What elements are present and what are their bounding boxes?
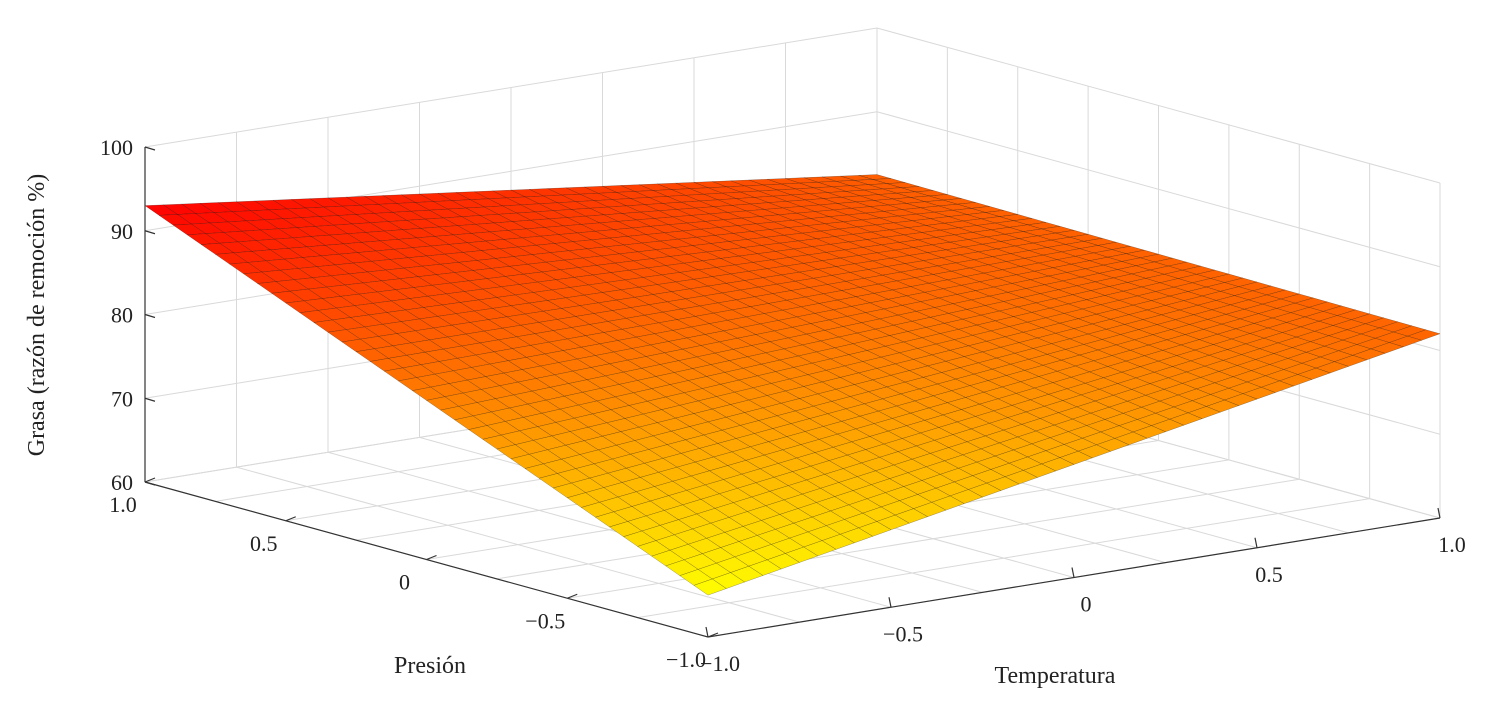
x-tick-label: 0.5 — [1255, 562, 1283, 587]
axes — [144, 146, 1441, 638]
y-tick — [707, 632, 719, 638]
surface-patch — [693, 578, 727, 596]
x-tick-label: 1.0 — [1438, 532, 1466, 557]
z-tick-label: 90 — [111, 219, 133, 244]
y-axis-title: Presión — [394, 653, 466, 679]
grid-line — [144, 27, 1441, 184]
y-tick-label: 0.5 — [250, 531, 278, 556]
y-tick-label: 1.0 — [109, 492, 137, 517]
x-tick — [1071, 567, 1075, 578]
y-tick — [567, 593, 578, 599]
y-tick-label: −1.0 — [666, 647, 706, 672]
z-tick-label: 100 — [100, 135, 133, 160]
z-tick-label: 60 — [111, 470, 133, 495]
x-tick-label: −1.0 — [700, 651, 740, 676]
response-surface — [144, 174, 1441, 596]
y-tick — [144, 477, 156, 483]
z-tick-label: 80 — [111, 303, 133, 328]
z-tick-label: 70 — [111, 386, 133, 411]
y-tick — [285, 516, 296, 522]
z-tick — [144, 397, 156, 402]
tick-labels: −1.0−0.500.51.0−1.0−0.500.51.06070809010… — [100, 135, 1466, 676]
z-tick — [144, 146, 156, 151]
x-tick — [888, 597, 892, 608]
x-tick-label: 0 — [1081, 592, 1092, 617]
z-axis-title: Grasa (razón de remoción %) — [24, 174, 50, 457]
z-tick — [144, 230, 156, 235]
z-tick — [144, 313, 156, 319]
grid-line — [144, 111, 1441, 268]
y-tick-label: −0.5 — [525, 608, 565, 633]
x-tick — [705, 626, 709, 638]
y-tick — [426, 554, 437, 561]
z-tick — [144, 481, 156, 486]
x-axis-title: Temperatura — [995, 663, 1116, 689]
x-tick — [1437, 507, 1441, 519]
x-tick-label: −0.5 — [883, 621, 923, 646]
y-tick-label: 0 — [399, 570, 410, 595]
x-tick — [1254, 537, 1258, 548]
